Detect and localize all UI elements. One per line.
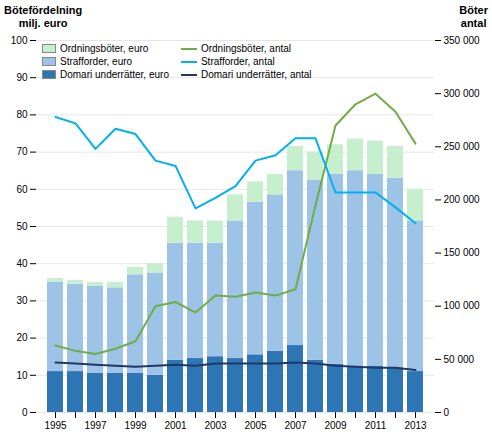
svg-text:1999: 1999 [124,420,147,431]
svg-text:90: 90 [16,72,28,83]
svg-text:1995: 1995 [44,420,67,431]
svg-text:150 000: 150 000 [444,247,481,258]
svg-text:2011: 2011 [365,420,387,431]
svg-text:40: 40 [16,258,28,269]
html-text:Böter antal: Böter antal [459,4,488,29]
svg-text:2003: 2003 [204,420,227,431]
svg-text:10: 10 [16,370,28,381]
svg-text:2013: 2013 [404,420,427,431]
html-text:Strafforder, euro: Strafforder, euro [60,56,133,67]
svg-text:2009: 2009 [324,420,347,431]
svg-text:250 000: 250 000 [444,141,481,152]
svg-text:60: 60 [16,184,28,195]
svg-text:100 000: 100 000 [444,300,481,311]
html-text:Ordningsböter, antal: Ordningsböter, antal [201,43,291,54]
svg-text:20: 20 [16,332,28,343]
svg-text:2001: 2001 [164,420,187,431]
svg-text:0: 0 [22,407,28,418]
svg-text:30: 30 [16,295,28,306]
html-text:Ordningsböter, euro: Ordningsböter, euro [60,43,149,54]
svg-text:70: 70 [16,146,28,157]
svg-text:200 000: 200 000 [444,194,481,205]
svg-text:2007: 2007 [284,420,307,431]
svg-text:2005: 2005 [244,420,267,431]
html-text:Strafforder, antal: Strafforder, antal [201,56,275,67]
svg-text:300 000: 300 000 [444,88,481,99]
html-text:Domari underrätter, antal: Domari underrätter, antal [201,69,312,80]
svg-text:80: 80 [16,109,28,120]
html-text:Bötefördelning milj. euro: Bötefördelning milj. euro [4,4,83,29]
svg-text:50: 50 [16,221,28,232]
svg-text:1997: 1997 [84,420,107,431]
svg-text:100: 100 [11,35,28,46]
svg-text:350 000: 350 000 [444,35,481,46]
svg-text:0: 0 [444,407,450,418]
html-text:Domari underrätter, euro: Domari underrätter, euro [60,69,169,80]
svg-text:50 000: 50 000 [444,354,475,365]
